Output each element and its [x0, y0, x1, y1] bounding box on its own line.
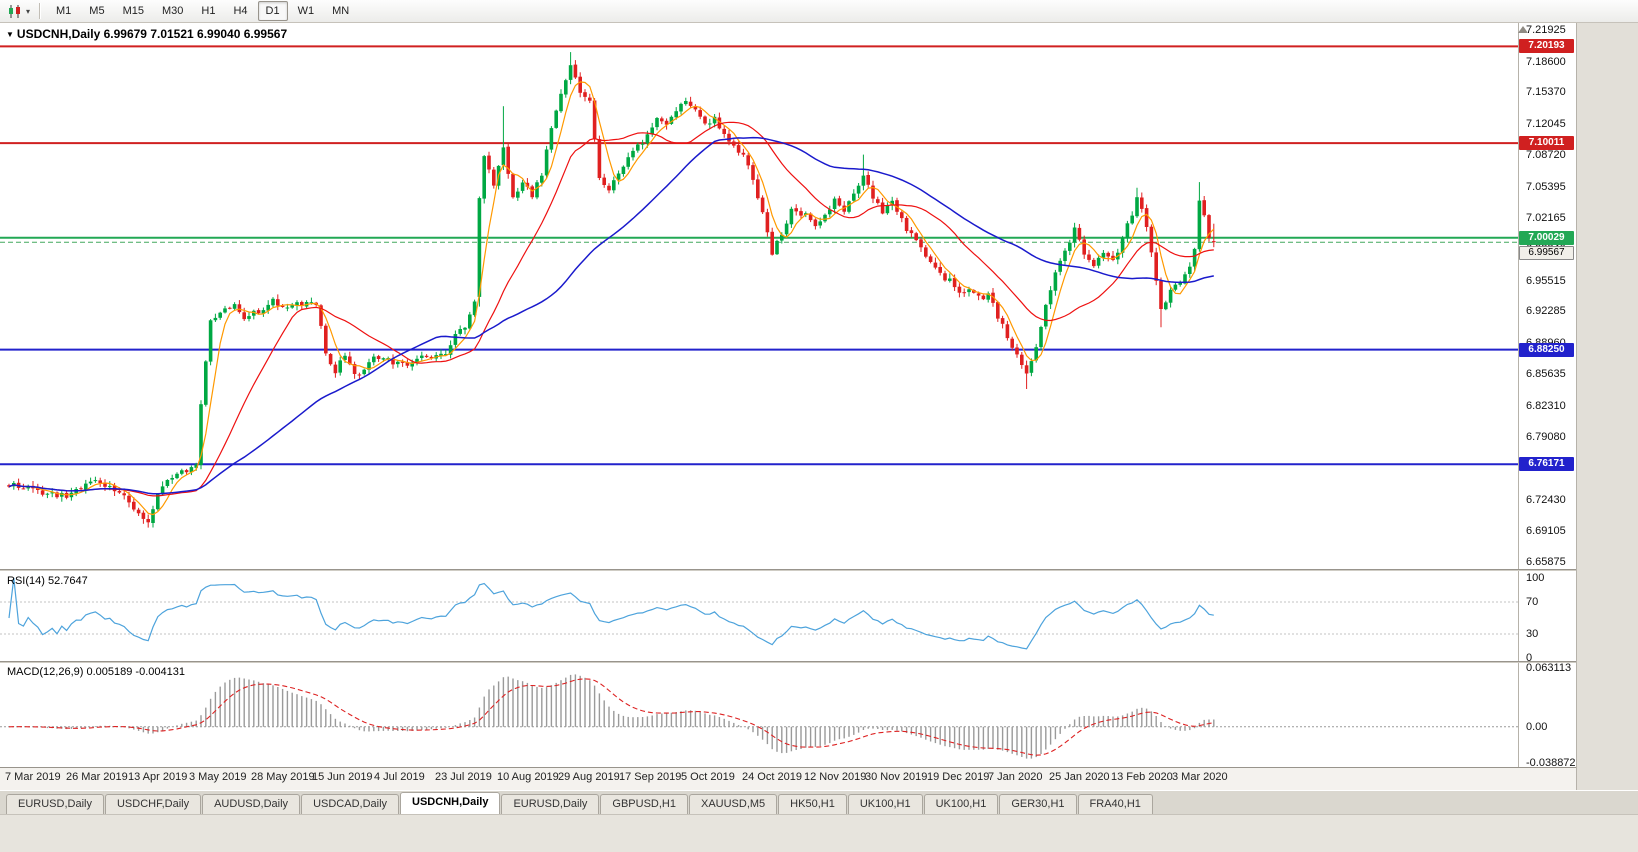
date-axis-label: 25 Jan 2020 [1049, 771, 1110, 783]
right-margin-strip [1576, 23, 1638, 790]
price-axis-label: 7.18600 [1526, 56, 1566, 68]
toolbar: ▾ M1 M5 M15 M30 H1 H4 D1 W1 MN [0, 0, 1638, 23]
date-axis-label: 30 Nov 2019 [865, 771, 928, 783]
date-axis-label: 15 Jun 2019 [312, 771, 373, 783]
price-axis-label: 6.65875 [1526, 556, 1566, 568]
date-axis-label: 13 Apr 2019 [128, 771, 188, 783]
date-axis-label: 26 Mar 2019 [66, 771, 128, 783]
price-axis-label: 7.15370 [1526, 86, 1566, 98]
price-axis-label: 7.05395 [1526, 181, 1566, 193]
rsi-axis-label: 0 [1526, 652, 1533, 664]
chart-tab-fra40-h1[interactable]: FRA40,H1 [1077, 794, 1153, 814]
chart-tab-eurusd-daily[interactable]: EURUSD,Daily [501, 794, 600, 814]
chart-tab-usdcad-daily[interactable]: USDCAD,Daily [301, 794, 400, 814]
price-axis-label: 7.02165 [1526, 212, 1566, 224]
timeframe-button-m5[interactable]: M5 [89, 5, 105, 17]
chart-tab-eurusd-daily[interactable]: EURUSD,Daily [6, 794, 104, 814]
chart-panel-background[interactable] [0, 23, 1576, 767]
timeframe-button-w1[interactable]: W1 [297, 5, 315, 17]
rsi-axis-label: 100 [1526, 572, 1545, 584]
price-axis-label: 6.79080 [1526, 431, 1566, 443]
date-axis-label: 29 Aug 2019 [558, 771, 620, 783]
timeframe-button-m30[interactable]: M30 [161, 5, 184, 17]
level-badge-7.20193: 7.20193 [1519, 39, 1574, 53]
chart-tab-usdcnh-daily[interactable]: USDCNH,Daily [400, 792, 501, 814]
price-axis-label: 6.85635 [1526, 368, 1566, 380]
date-axis-label: 5 Oct 2019 [681, 771, 735, 783]
price-axis-label: 7.12045 [1526, 118, 1566, 130]
toolbar-separator [39, 3, 42, 19]
price-axis-label: 6.69105 [1526, 525, 1566, 537]
chart-tab-xauusd-m5[interactable]: XAUUSD,M5 [688, 794, 778, 814]
timeframe-button-m15[interactable]: M15 [122, 5, 144, 17]
rsi-axis-label: 70 [1526, 596, 1539, 608]
current-price-badge: 6.99567 [1519, 246, 1574, 260]
chart-tab-gbpusd-h1[interactable]: GBPUSD,H1 [600, 794, 688, 814]
date-axis-label: 12 Nov 2019 [804, 771, 867, 783]
chart-tab-hk50-h1[interactable]: HK50,H1 [778, 794, 847, 814]
tab-bar: EURUSD,Daily USDCHF,Daily AUDUSD,Daily USDC… [0, 790, 1638, 814]
chart-tab-audusd-daily[interactable]: AUDUSD,Daily [202, 794, 301, 814]
date-axis-label: 3 May 2019 [189, 771, 247, 783]
candlestick-chart-icon [9, 4, 20, 18]
timeframe-group: M1 M5 M15 M30 H1 H4 D1 W1 MN [47, 1, 358, 21]
timeframe-button-h4[interactable]: H4 [233, 5, 248, 17]
level-badge-6.76171: 6.76171 [1519, 457, 1574, 471]
chart-title: ▼ USDCNH,Daily 6.99679 7.01521 6.99040 6.… [6, 27, 287, 41]
rsi-axis-label: 30 [1526, 628, 1539, 640]
rsi-panel-separator[interactable] [0, 569, 1576, 571]
chart-title-text: USDCNH,Daily 6.99679 7.01521 6.99040 6.9… [16, 27, 288, 41]
scrollbar-up-icon[interactable] [1518, 26, 1528, 33]
level-badge-7.10011: 7.10011 [1519, 136, 1574, 150]
date-axis-label: 4 Jul 2019 [374, 771, 425, 783]
status-bar [0, 814, 1638, 852]
date-axis-label: 28 May 2019 [251, 771, 315, 783]
price-axis-border [1518, 23, 1519, 767]
macd-axis-label: -0.038872 [1526, 757, 1576, 769]
price-axis-label: 6.82310 [1526, 400, 1566, 412]
price-axis-label: 7.21925 [1526, 24, 1566, 36]
date-axis-label: 23 Jul 2019 [435, 771, 492, 783]
dropdown-caret-icon: ▾ [26, 6, 31, 16]
price-axis-label: 6.92285 [1526, 305, 1566, 317]
chart-context-icon: ▼ [6, 30, 14, 39]
chart-tab-uk100-h1[interactable]: UK100,H1 [923, 794, 999, 814]
chart-tab-uk100-h1[interactable]: UK100,H1 [847, 794, 923, 814]
date-axis[interactable] [0, 767, 1576, 790]
macd-axis-label: 0.063113 [1526, 662, 1572, 674]
date-axis-label: 17 Sep 2019 [619, 771, 682, 783]
timeframe-button-d1[interactable]: D1 [257, 1, 288, 21]
chart-tab-usdchf-daily[interactable]: USDCHF,Daily [104, 794, 202, 814]
level-badge-7.00029: 7.00029 [1519, 231, 1574, 245]
chart-tab-ger30-h1[interactable]: GER30,H1 [999, 794, 1077, 814]
date-axis-label: 10 Aug 2019 [497, 771, 559, 783]
price-axis-label: 6.95515 [1526, 275, 1566, 287]
timeframe-button-mn[interactable]: MN [332, 5, 350, 17]
macd-panel-separator[interactable] [0, 661, 1576, 663]
chart-type-button[interactable]: ▾ [5, 3, 33, 20]
level-badge-6.88250: 6.88250 [1519, 343, 1574, 357]
macd-label: MACD(12,26,9) 0.005189 -0.004131 [7, 666, 185, 678]
price-axis-label: 7.08720 [1526, 149, 1566, 161]
date-axis-label: 7 Jan 2020 [988, 771, 1043, 783]
timeframe-button-h1[interactable]: H1 [201, 5, 216, 17]
date-axis-label: 19 Dec 2019 [927, 771, 990, 783]
date-axis-label: 3 Mar 2020 [1172, 771, 1228, 783]
timeframe-button-m1[interactable]: M1 [56, 5, 72, 17]
price-axis-label: 6.72430 [1526, 494, 1566, 506]
rsi-label: RSI(14) 52.7647 [7, 575, 88, 587]
date-axis-label: 7 Mar 2019 [5, 771, 61, 783]
macd-axis-label: 0.00 [1526, 721, 1548, 733]
date-axis-label: 24 Oct 2019 [742, 771, 802, 783]
date-axis-label: 13 Feb 2020 [1111, 771, 1173, 783]
